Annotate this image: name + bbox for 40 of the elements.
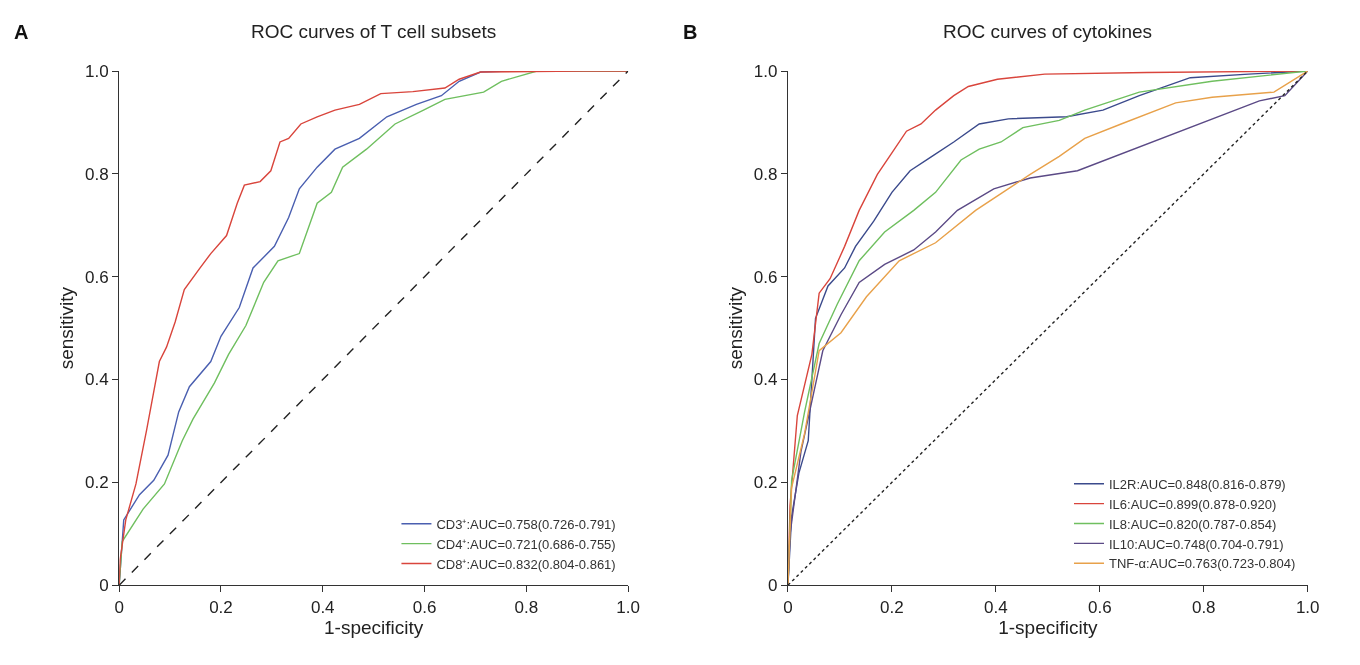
text: B bbox=[683, 21, 698, 43]
x-tick-label: 1.0 bbox=[1295, 597, 1320, 617]
y-tick-label: 0 bbox=[768, 576, 778, 596]
legend-label: CD8⁺:AUC=0.832(0.804-0.861) bbox=[436, 556, 616, 572]
y-axis-title: sensitivity bbox=[55, 286, 77, 370]
text: A bbox=[14, 21, 29, 43]
x-tick-label: 1.0 bbox=[616, 597, 640, 617]
x-axis-title: 1-specificity bbox=[324, 616, 424, 638]
y-tick-label: 1.0 bbox=[753, 61, 778, 81]
y-axis-title: sensitivity bbox=[724, 286, 746, 370]
legend-label: IL10:AUC=0.748(0.704-0.791) bbox=[1108, 536, 1284, 552]
y-tick-label: 0 bbox=[99, 576, 109, 596]
x-tick-label: 0.4 bbox=[310, 597, 335, 617]
y-tick-label: 0.8 bbox=[753, 164, 778, 184]
y-tick-label: 0.8 bbox=[85, 164, 109, 184]
y-tick-label: 0.6 bbox=[753, 267, 778, 287]
y-tick-label: 0.2 bbox=[85, 473, 109, 493]
y-tick-label: 0.4 bbox=[85, 370, 109, 390]
legend-label: IL8:AUC=0.820(0.787-0.854) bbox=[1108, 516, 1277, 532]
legend-label: IL2R:AUC=0.848(0.816-0.879) bbox=[1108, 476, 1286, 492]
legend-label: CD3⁺:AUC=0.758(0.726-0.791) bbox=[436, 516, 616, 532]
y-tick-label: 0.6 bbox=[85, 267, 109, 287]
x-tick-label: 0.6 bbox=[1087, 597, 1112, 617]
x-tick-label: 0.8 bbox=[1191, 597, 1216, 617]
x-axis-title: 1-specificity bbox=[998, 616, 1098, 638]
x-tick-label: 0.2 bbox=[880, 597, 904, 617]
chart-title: ROC curves of T cell subsets bbox=[251, 21, 497, 42]
x-tick-label: 0.6 bbox=[412, 597, 437, 617]
x-tick-label: 0.2 bbox=[209, 597, 233, 617]
legend-label: CD4⁺:AUC=0.721(0.686-0.755) bbox=[436, 536, 616, 552]
legend-label: IL6:AUC=0.899(0.878-0.920) bbox=[1108, 496, 1277, 512]
y-tick-label: 1.0 bbox=[85, 61, 109, 81]
y-tick-label: 0.4 bbox=[753, 370, 778, 390]
x-tick-label: 0 bbox=[114, 597, 124, 617]
x-tick-label: 0.8 bbox=[514, 597, 539, 617]
chart-title: ROC curves of cytokines bbox=[943, 21, 1153, 42]
legend-label: TNF-α:AUC=0.763(0.723-0.804) bbox=[1108, 556, 1296, 572]
x-tick-label: 0 bbox=[783, 597, 793, 617]
y-tick-label: 0.2 bbox=[753, 473, 778, 493]
x-tick-label: 0.4 bbox=[984, 597, 1008, 617]
